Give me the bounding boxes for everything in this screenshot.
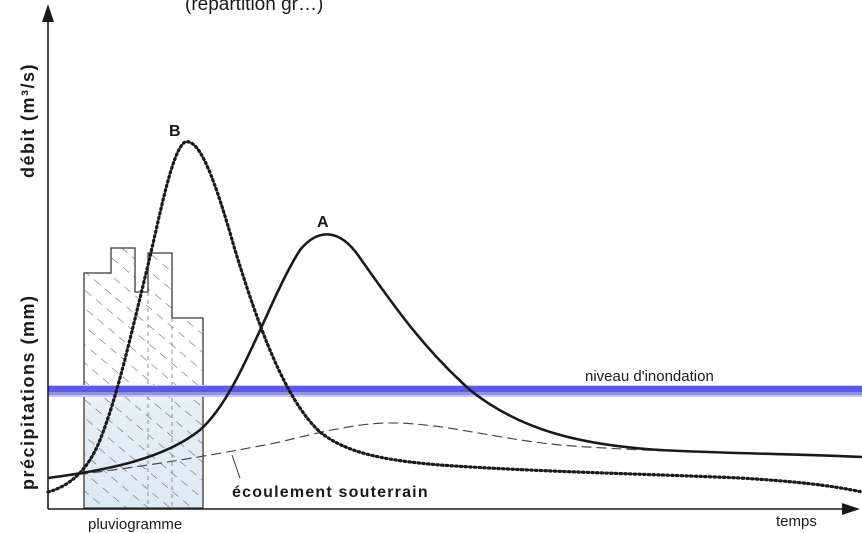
hydrograph-curve-b [46,140,862,494]
groundwater-flow-curve [47,422,761,479]
y-axis-label-precipitation: précipitations (mm) [18,294,38,490]
curve-b-label: B [169,123,181,140]
groundwater-label: écoulement souterrain [232,484,429,501]
hydrograph-curve-a [47,233,862,480]
curve-a-label: A [317,214,329,231]
groundwater-leader-line [231,454,241,479]
x-axis-arrow-icon [842,503,860,515]
header-fragment: (répartition gr…) [185,0,323,15]
y-axis-arrow-icon [42,4,54,22]
y-axis-label-discharge: débit (m³/s) [18,63,38,178]
flood-level-line [48,385,862,397]
rain-gauge-histogram [83,247,204,509]
flood-level-label: niveau d'inondation [585,368,714,385]
x-axis-label: temps [776,513,817,530]
axes [42,4,860,515]
rain-gauge-label: pluviogramme [88,516,182,533]
